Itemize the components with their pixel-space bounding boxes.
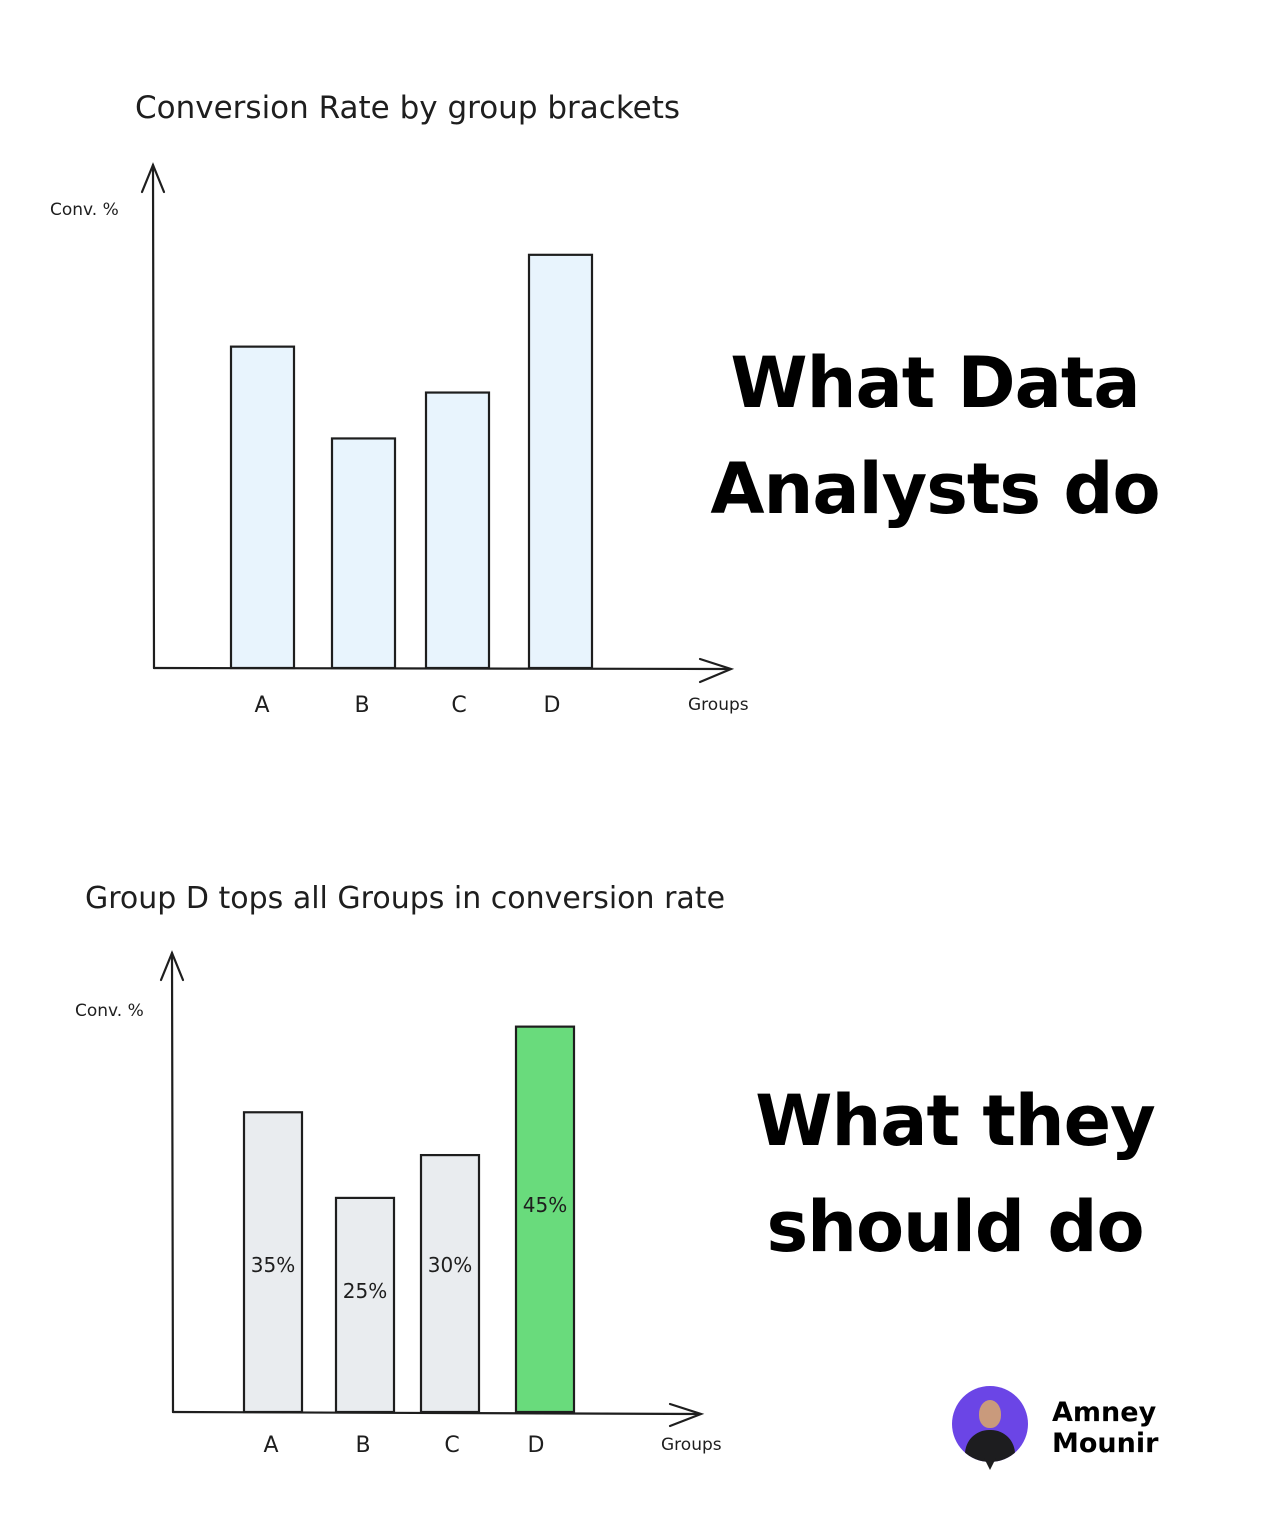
- y-axis-label: Conv. %: [50, 200, 119, 220]
- y-axis-arrow: [159, 950, 185, 982]
- x-axis-arrow: [698, 657, 735, 684]
- avatar-head-shape: [979, 1400, 1001, 1428]
- avatar-pin-icon: [984, 1458, 996, 1470]
- x-tick-label: C: [451, 693, 466, 718]
- bar-d: [527, 253, 594, 670]
- x-tick-label: B: [354, 693, 369, 718]
- x-tick-label: D: [528, 1433, 545, 1458]
- headline-top: What Data Analysts do: [700, 330, 1170, 542]
- bar-b: [330, 437, 397, 670]
- chart-title: Group D tops all Groups in conversion ra…: [85, 881, 725, 916]
- data-label: 25%: [343, 1279, 387, 1303]
- bar-c: [424, 391, 491, 670]
- x-tick-label: B: [355, 1433, 370, 1458]
- x-tick-label: A: [263, 1433, 278, 1458]
- avatar: [952, 1386, 1028, 1462]
- chart-top: Conversion Rate by group brackets Conv. …: [50, 90, 749, 718]
- x-tick-label: A: [254, 693, 269, 718]
- x-tick-labels: A B C D: [254, 693, 560, 718]
- x-axis-label: Groups: [661, 1435, 722, 1455]
- headline-line: What they: [755, 1080, 1156, 1162]
- y-axis-arrow: [140, 162, 166, 194]
- x-tick-label: D: [544, 693, 561, 718]
- bars: [229, 253, 594, 670]
- bar-a: [229, 345, 296, 670]
- bar-a: [242, 1111, 304, 1414]
- y-axis-line: [170, 951, 175, 1414]
- x-tick-label: C: [444, 1433, 459, 1458]
- bar-b: [334, 1196, 396, 1414]
- data-label: 30%: [428, 1253, 472, 1277]
- chart-title: Conversion Rate by group brackets: [135, 90, 680, 126]
- headline-line: What Data: [730, 342, 1140, 424]
- chart-bottom: Group D tops all Groups in conversion ra…: [75, 881, 725, 1458]
- y-axis-label: Conv. %: [75, 1001, 144, 1021]
- data-labels: 35% 25% 30% 45%: [251, 1193, 567, 1303]
- headline-line: should do: [766, 1186, 1144, 1268]
- avatar-wrap: [952, 1386, 1028, 1470]
- avatar-body-shape: [965, 1430, 1015, 1462]
- x-axis-arrow: [668, 1402, 705, 1428]
- bar-c: [419, 1153, 481, 1414]
- author-first-name: Amney: [1052, 1397, 1157, 1428]
- y-axis-line: [151, 163, 156, 670]
- data-label: 35%: [251, 1253, 295, 1277]
- author-badge: Amney Mounir: [952, 1386, 1158, 1470]
- x-tick-labels: A B C D: [263, 1433, 544, 1458]
- data-label: 45%: [523, 1193, 567, 1217]
- author-last-name: Mounir: [1052, 1428, 1159, 1459]
- headline-bottom: What they should do: [720, 1068, 1190, 1280]
- bars: [242, 1025, 576, 1414]
- author-name: Amney Mounir: [1052, 1397, 1158, 1459]
- headline-line: Analysts do: [710, 448, 1160, 530]
- x-axis-label: Groups: [688, 695, 749, 715]
- bar-d: [514, 1025, 576, 1414]
